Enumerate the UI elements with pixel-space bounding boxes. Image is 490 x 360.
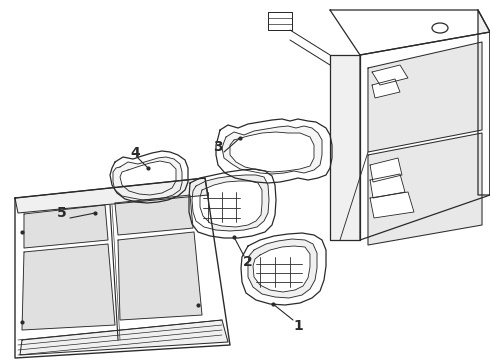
Text: 5: 5 [57,206,67,220]
Text: 1: 1 [293,319,303,333]
Polygon shape [241,233,326,305]
Polygon shape [192,175,269,231]
Polygon shape [115,195,193,235]
Polygon shape [253,246,310,292]
Polygon shape [189,169,276,238]
Polygon shape [370,174,405,198]
Text: 4: 4 [130,146,140,160]
Polygon shape [22,244,115,330]
Polygon shape [15,178,230,358]
Polygon shape [330,55,360,240]
Polygon shape [20,320,228,355]
Polygon shape [372,65,408,85]
Polygon shape [368,42,482,152]
Text: 2: 2 [243,255,253,269]
Polygon shape [370,158,402,182]
Polygon shape [368,133,482,245]
Text: 3: 3 [213,140,223,154]
Polygon shape [370,192,414,218]
Polygon shape [268,12,292,30]
Polygon shape [230,132,314,172]
Polygon shape [478,10,490,195]
Polygon shape [113,157,182,200]
Polygon shape [330,10,490,55]
Polygon shape [360,32,490,240]
Polygon shape [118,232,202,320]
Polygon shape [248,239,317,298]
Polygon shape [24,205,108,248]
Polygon shape [372,79,400,98]
Polygon shape [120,161,176,195]
Polygon shape [110,151,188,203]
Polygon shape [222,126,322,174]
Polygon shape [200,181,262,227]
Polygon shape [216,119,332,183]
Polygon shape [15,178,208,213]
